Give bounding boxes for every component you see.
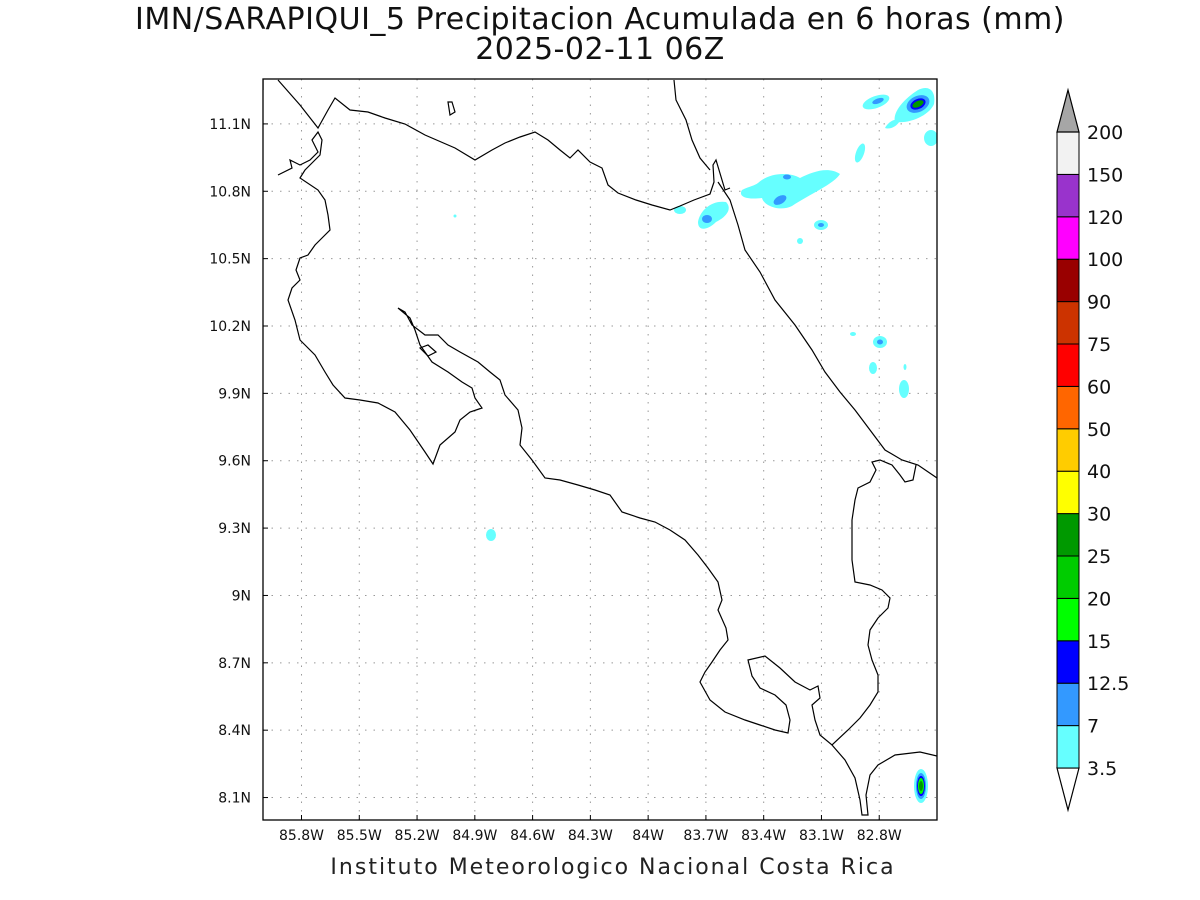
colorbar-over-triangle: [1056, 87, 1080, 133]
x-tick-label: 84W: [632, 828, 664, 844]
pacific-coast: [277, 130, 917, 746]
colorbar-swatch: [1056, 470, 1080, 515]
colorbar-level-label: 200: [1087, 122, 1123, 144]
colorbar-level-label: 15: [1087, 631, 1111, 653]
colorbar-under-triangle: [1056, 767, 1080, 813]
y-tick-label: 10.2N: [209, 319, 251, 335]
map-frame: [262, 78, 938, 821]
y-axis-ticks: 11.1N 10.8N 10.5N 10.2N 9.9N 9.6N 9.3N 9N 8.7N 8.…: [209, 117, 268, 807]
footer-credit: Instituto Meteorologico Nacional Costa R…: [330, 855, 896, 880]
colorbar-level-label: 12.5: [1087, 673, 1129, 695]
x-tick-label: 85.8W: [279, 828, 324, 844]
colorbar-swatch: [1056, 216, 1080, 260]
colorbar-swatch: [1056, 258, 1080, 303]
y-tick-label: 8.4N: [218, 723, 251, 739]
coastlines: [263, 79, 937, 816]
precip-cell: [453, 214, 496, 541]
colorbar-level-label: 75: [1087, 334, 1111, 356]
x-tick-label: 84.9W: [452, 828, 497, 844]
x-tick-label: 83.1W: [799, 828, 844, 844]
y-tick-label: 8.7N: [218, 656, 251, 672]
colorbar-level-label: 100: [1087, 249, 1123, 271]
colorbar-level-label: 30: [1087, 504, 1111, 526]
colorbar-level-label: 25: [1087, 546, 1111, 568]
x-axis-ticks: 85.8W 85.5W 85.2W 84.9W 84.6W 84.3W 84W 83.7W 83…: [279, 815, 902, 844]
colorbar-swatch: [1056, 343, 1080, 387]
precip-cell: [862, 94, 890, 110]
precip-cell: [674, 201, 729, 229]
colorbar-level-label: 20: [1087, 588, 1111, 610]
x-tick-label: 83.4W: [741, 828, 786, 844]
colorbar-swatch: [1056, 555, 1080, 599]
y-tick-label: 9.6N: [218, 454, 251, 470]
precip-cell: [797, 220, 828, 244]
colorbar-swatch: [1056, 428, 1080, 472]
x-tick-label: 82.8W: [857, 828, 902, 844]
nicaragua-lake-shore: [277, 79, 731, 211]
y-tick-label: 10.8N: [209, 184, 251, 200]
colorbar-level-label: 3.5: [1087, 758, 1117, 780]
island-lake: [447, 101, 456, 116]
precip-cell: [894, 87, 935, 123]
colorbar-level-label: 60: [1087, 376, 1111, 398]
y-tick-label: 9.9N: [218, 386, 251, 402]
precip-cell: [740, 170, 840, 209]
graticule: [263, 79, 937, 820]
colorbar: 3.5 7 12.5 15 20 25 30 40 50 60 75 90 100 120 150 200: [1056, 87, 1129, 813]
colorbar-swatch: [1056, 725, 1080, 769]
colorbar-swatch: [1056, 301, 1080, 345]
colorbar-level-label: 150: [1087, 164, 1123, 186]
colorbar-swatch: [1056, 682, 1080, 727]
precip-cell: [854, 143, 866, 163]
colorbar-swatch: [1056, 173, 1080, 218]
colorbar-swatch: [1056, 640, 1080, 684]
precip-cell: [914, 769, 928, 803]
colorbar-level-label: 90: [1087, 292, 1111, 314]
x-tick-label: 85.5W: [337, 828, 382, 844]
x-tick-label: 83.7W: [683, 828, 728, 844]
y-tick-label: 9N: [232, 588, 251, 604]
precip-cell: [924, 130, 937, 146]
nicaragua-northeast-coast: [673, 79, 711, 171]
y-tick-label: 10.5N: [209, 252, 251, 268]
y-tick-label: 11.1N: [209, 117, 251, 133]
colorbar-swatch: [1056, 385, 1080, 430]
colorbar-swatch: [1056, 131, 1080, 175]
x-tick-label: 84.3W: [568, 828, 613, 844]
precipitation-shading: [453, 87, 937, 803]
colorbar-level-label: 50: [1087, 419, 1111, 441]
x-tick-label: 85.2W: [395, 828, 440, 844]
y-tick-label: 8.1N: [218, 791, 251, 807]
map-valid-time: 2025-02-11 06Z: [475, 32, 725, 67]
colorbar-level-label: 120: [1087, 207, 1123, 229]
colorbar-swatch: [1056, 513, 1080, 557]
y-tick-label: 9.3N: [218, 521, 251, 537]
map-title: IMN/SARAPIQUI_5 Precipitacion Acumulada …: [135, 2, 1065, 37]
colorbar-level-label: 40: [1087, 461, 1111, 483]
x-tick-label: 84.6W: [510, 828, 555, 844]
precip-cell: [850, 332, 909, 398]
island-gulf: [418, 344, 438, 357]
caribbean-coast: [717, 181, 937, 479]
colorbar-swatch: [1056, 597, 1080, 642]
osa-peninsula-south: [831, 744, 937, 816]
colorbar-level-label: 7: [1087, 716, 1099, 738]
precip-cell: [885, 119, 900, 129]
